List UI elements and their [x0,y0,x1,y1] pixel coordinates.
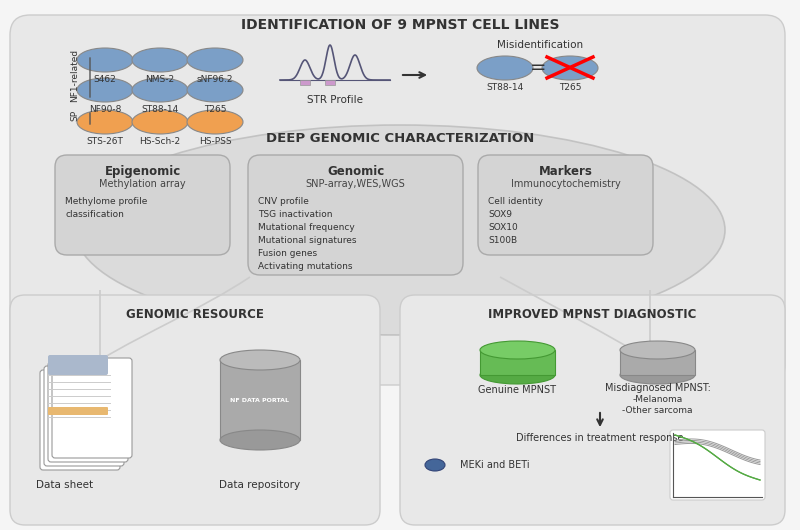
Bar [620,350,695,375]
FancyBboxPatch shape [248,155,463,275]
Ellipse shape [477,56,533,80]
FancyBboxPatch shape [48,362,128,462]
Text: Markers: Markers [538,165,593,178]
FancyBboxPatch shape [48,407,108,415]
FancyBboxPatch shape [48,355,108,375]
Text: SP: SP [70,109,79,120]
Text: T265: T265 [558,83,582,92]
Text: Immunocytochemistry: Immunocytochemistry [510,179,620,189]
Text: S462: S462 [94,75,116,84]
Ellipse shape [75,125,725,335]
Text: SNP-array,WES,WGS: SNP-array,WES,WGS [306,179,406,189]
Bar [220,360,300,440]
FancyBboxPatch shape [40,370,120,470]
Text: SOX9: SOX9 [488,210,512,219]
FancyBboxPatch shape [670,430,765,500]
Text: ST88-14: ST88-14 [142,105,178,114]
Text: NF1-related: NF1-related [70,48,79,102]
Text: Genomic: Genomic [327,165,384,178]
Ellipse shape [480,341,555,359]
Ellipse shape [132,78,188,102]
Text: sNF96.2: sNF96.2 [197,75,234,84]
Bar [300,80,310,85]
FancyBboxPatch shape [44,366,124,466]
Ellipse shape [542,56,598,80]
FancyBboxPatch shape [400,295,785,525]
Bar [325,80,335,85]
Text: Methylation array: Methylation array [99,179,186,189]
Ellipse shape [220,350,300,370]
Text: Data sheet: Data sheet [37,480,94,490]
FancyBboxPatch shape [55,155,230,255]
Text: Fusion genes: Fusion genes [258,249,317,258]
Text: SOX10: SOX10 [488,223,518,232]
Text: MEKi and BETi: MEKi and BETi [460,460,530,470]
Ellipse shape [425,459,445,471]
Ellipse shape [77,78,133,102]
Text: -Other sarcoma: -Other sarcoma [622,406,693,415]
Ellipse shape [620,341,695,359]
Text: T265: T265 [204,105,226,114]
Text: Differences in treatment response: Differences in treatment response [516,433,684,443]
Text: TSG inactivation: TSG inactivation [258,210,333,219]
Ellipse shape [132,48,188,72]
Text: -Melanoma: -Melanoma [632,395,682,404]
Text: Methylome profile: Methylome profile [65,197,147,206]
Text: STS-26T: STS-26T [86,137,123,146]
Ellipse shape [220,430,300,450]
Text: GENOMIC RESOURCE: GENOMIC RESOURCE [126,308,264,321]
Text: Activating mutations: Activating mutations [258,262,353,271]
Text: HS-PSS: HS-PSS [198,137,231,146]
FancyBboxPatch shape [10,15,785,385]
Text: NF90-8: NF90-8 [89,105,121,114]
Text: Cell identity: Cell identity [488,197,543,206]
Text: Misdiagnosed MPNST:: Misdiagnosed MPNST: [605,383,710,393]
Text: HS-Sch-2: HS-Sch-2 [139,137,181,146]
Text: S100B: S100B [488,236,517,245]
Text: CNV profile: CNV profile [258,197,309,206]
Text: Mutational frequency: Mutational frequency [258,223,354,232]
Text: NF DATA PORTAL: NF DATA PORTAL [230,398,290,402]
Text: IMPROVED MPNST DIAGNOSTIC: IMPROVED MPNST DIAGNOSTIC [488,308,696,321]
Bar [480,350,555,375]
Ellipse shape [77,110,133,134]
Ellipse shape [132,110,188,134]
Ellipse shape [187,78,243,102]
FancyBboxPatch shape [10,295,380,525]
Text: Misidentification: Misidentification [497,40,583,50]
Text: classification: classification [65,210,124,219]
Text: IDENTIFICATION OF 9 MPNST CELL LINES: IDENTIFICATION OF 9 MPNST CELL LINES [241,18,559,32]
Text: DEEP GENOMIC CHARACTERIZATION: DEEP GENOMIC CHARACTERIZATION [266,132,534,145]
Text: NMS-2: NMS-2 [146,75,174,84]
Text: Data repository: Data repository [219,480,301,490]
Text: STR Profile: STR Profile [307,95,363,105]
FancyBboxPatch shape [478,155,653,255]
Ellipse shape [620,366,695,384]
Text: ST88-14: ST88-14 [486,83,524,92]
Text: =: = [530,58,546,77]
Ellipse shape [187,48,243,72]
Text: Mutational signatures: Mutational signatures [258,236,357,245]
Ellipse shape [77,48,133,72]
Ellipse shape [187,110,243,134]
FancyBboxPatch shape [52,358,132,458]
Ellipse shape [480,366,555,384]
Text: Epigenomic: Epigenomic [104,165,181,178]
Text: Genuine MPNST: Genuine MPNST [478,385,557,395]
